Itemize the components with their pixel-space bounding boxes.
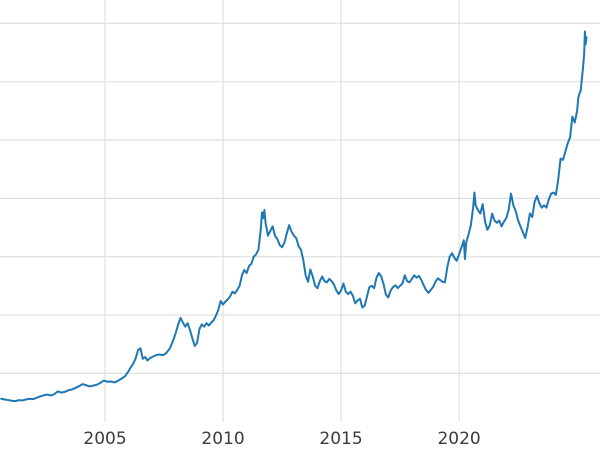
x-tick-label: 2015 <box>319 429 362 449</box>
x-tick-label: 2005 <box>83 429 126 449</box>
x-tick-label: 2020 <box>437 429 480 449</box>
price-line <box>0 30 588 403</box>
x-tick-label: 2010 <box>201 429 244 449</box>
